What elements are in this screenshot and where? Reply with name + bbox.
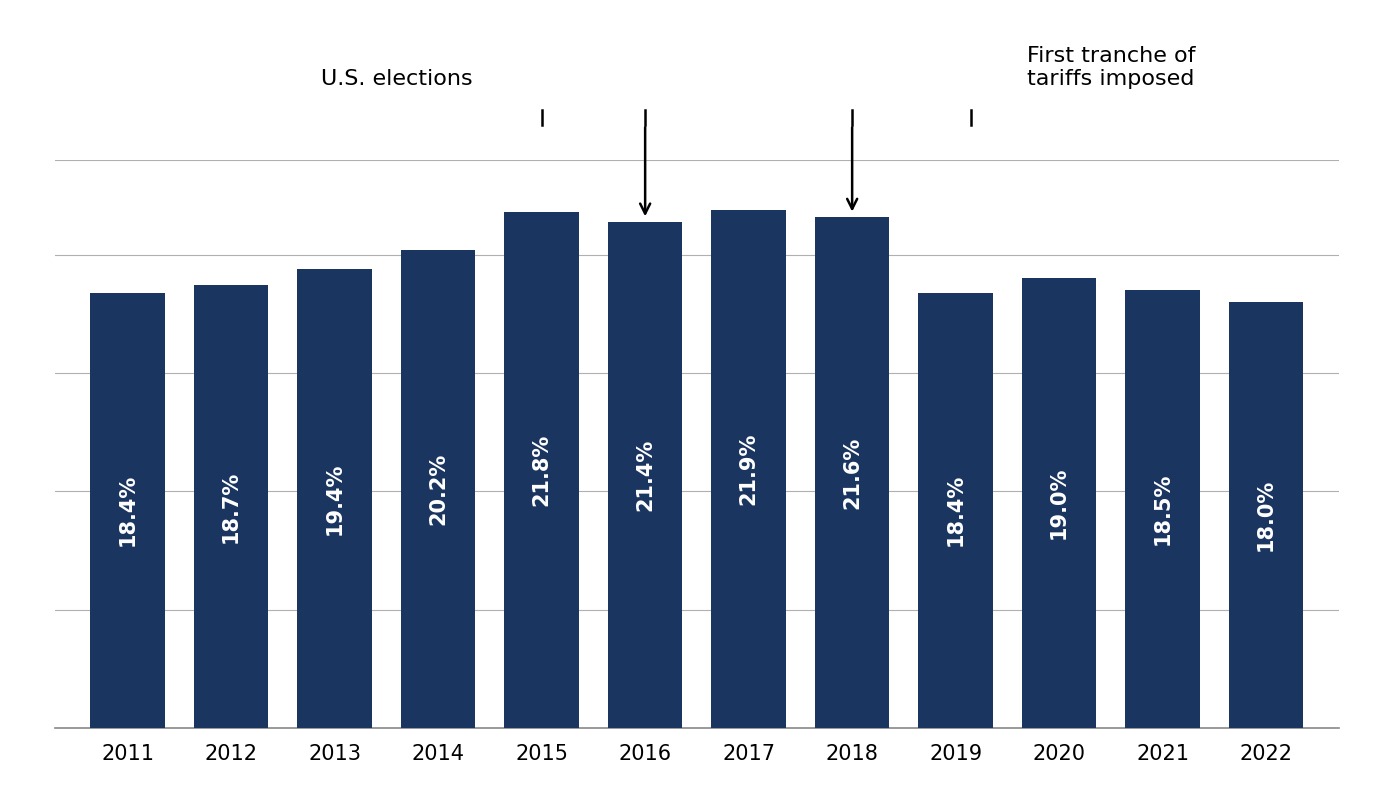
Text: 21.8%: 21.8% xyxy=(531,434,552,506)
Text: U.S. elections: U.S. elections xyxy=(322,69,472,89)
Text: 21.4%: 21.4% xyxy=(635,438,656,511)
Bar xyxy=(1230,302,1304,728)
Bar xyxy=(712,210,787,728)
Bar xyxy=(816,217,890,728)
Text: 18.0%: 18.0% xyxy=(1256,479,1276,551)
Bar xyxy=(919,293,994,728)
Text: 20.2%: 20.2% xyxy=(428,453,448,525)
Text: 19.4%: 19.4% xyxy=(324,462,345,534)
Bar xyxy=(298,269,373,728)
Bar xyxy=(1023,278,1097,728)
Text: 18.4%: 18.4% xyxy=(945,474,966,546)
Bar xyxy=(195,286,269,728)
Bar xyxy=(91,293,166,728)
Text: 19.0%: 19.0% xyxy=(1049,467,1070,539)
Text: 18.4%: 18.4% xyxy=(117,474,138,546)
Text: 18.5%: 18.5% xyxy=(1152,473,1173,546)
Text: 21.6%: 21.6% xyxy=(842,436,862,509)
Text: 18.7%: 18.7% xyxy=(221,470,242,543)
Bar xyxy=(609,222,683,728)
Bar xyxy=(402,250,476,728)
Bar xyxy=(505,212,580,728)
Bar xyxy=(1126,290,1201,728)
Text: 21.9%: 21.9% xyxy=(738,433,759,505)
Text: First tranche of
tariffs imposed: First tranche of tariffs imposed xyxy=(1027,46,1195,89)
